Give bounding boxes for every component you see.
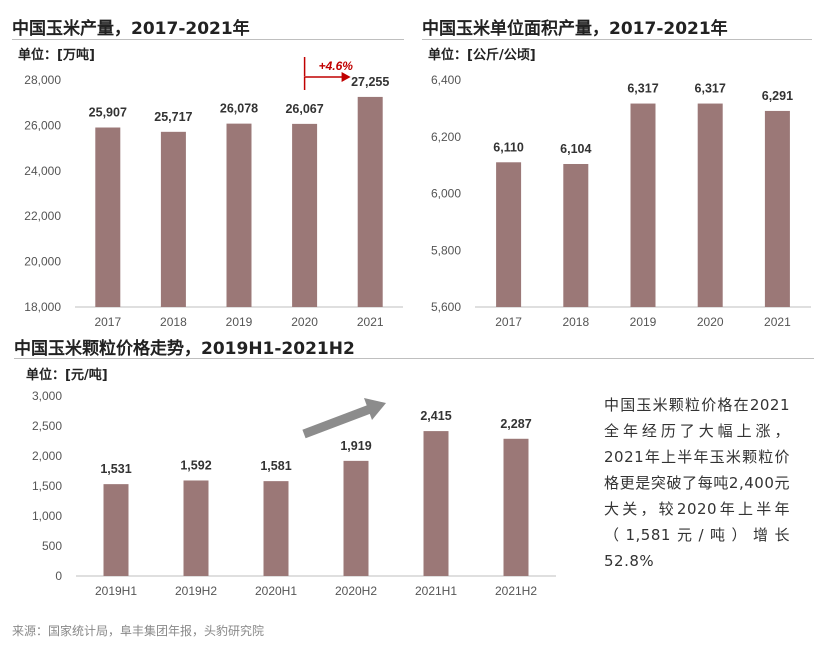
x-tick-label: 2020: [291, 315, 318, 329]
y-tick-label: 26,000: [24, 118, 61, 132]
data-label: 27,255: [351, 75, 389, 89]
bar: [161, 132, 186, 307]
y-tick-label: 24,000: [24, 164, 61, 178]
x-tick-label: 2018: [160, 315, 187, 329]
bar: [227, 124, 252, 307]
y-tick-label: 22,000: [24, 209, 61, 223]
unit-label: 单位：[公斤/公顷]: [428, 44, 536, 63]
growth-label: +4.6%: [319, 59, 354, 73]
summary-text: 中国玉米颗粒价格在2021全年经历了大幅上涨，2021年上半年玉米颗粒价格更是突…: [604, 392, 790, 574]
data-label: 25,907: [89, 106, 127, 120]
bar: [358, 97, 383, 307]
unit-label: 单位：[元/吨]: [26, 364, 108, 383]
title-rule: [422, 39, 812, 40]
data-label: 25,717: [154, 110, 192, 124]
bar: [95, 128, 120, 307]
title-rule: [14, 358, 814, 359]
y-tick-label: 18,000: [24, 300, 61, 314]
chart-panel-yield: 中国玉米单位面积产量，2017-2021年 单位：[公斤/公顷]: [422, 14, 812, 324]
y-tick-label: 28,000: [24, 73, 61, 87]
y-tick-label: 20,000: [24, 255, 61, 269]
chart-title: 中国玉米颗粒价格走势，2019H1-2021H2: [14, 334, 355, 359]
growth-arrow-line: [305, 77, 343, 90]
x-tick-label: 2017: [94, 315, 121, 329]
bar: [292, 124, 317, 307]
source-note: 来源：国家统计局，阜丰集团年报，头豹研究院: [12, 622, 264, 639]
x-tick-label: 2021: [357, 315, 384, 329]
data-label: 26,078: [220, 102, 258, 116]
x-tick-label: 2019: [226, 315, 253, 329]
growth-arrow-head: [342, 72, 351, 82]
data-label: 26,067: [285, 102, 323, 116]
chart-title: 中国玉米单位面积产量，2017-2021年: [422, 14, 728, 39]
